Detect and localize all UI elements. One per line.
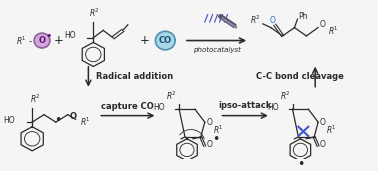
Text: O: O xyxy=(270,16,276,25)
Circle shape xyxy=(34,33,50,48)
Text: -: - xyxy=(29,37,32,46)
Text: $R^1$: $R^1$ xyxy=(16,34,27,47)
Text: O: O xyxy=(207,118,212,127)
Text: capture CO: capture CO xyxy=(101,102,154,111)
Text: $R^2$: $R^2$ xyxy=(280,89,291,102)
Text: Radical addition: Radical addition xyxy=(96,72,174,81)
Text: CO: CO xyxy=(159,36,172,45)
Text: •: • xyxy=(46,31,52,41)
Text: •: • xyxy=(297,158,304,171)
Text: HO: HO xyxy=(267,103,279,112)
Text: HO: HO xyxy=(154,103,165,112)
Text: O: O xyxy=(207,140,212,149)
Text: •: • xyxy=(212,133,219,146)
Text: •: • xyxy=(54,114,62,127)
Text: $R^2$: $R^2$ xyxy=(250,14,261,26)
Text: $R^1$: $R^1$ xyxy=(328,24,339,37)
Text: $R^1$: $R^1$ xyxy=(79,116,90,128)
Text: ipso-attack: ipso-attack xyxy=(218,101,272,110)
Text: O: O xyxy=(320,20,326,29)
Text: O: O xyxy=(39,36,45,45)
Text: $R^2$: $R^2$ xyxy=(30,93,41,106)
Text: +: + xyxy=(139,34,150,47)
Text: +: + xyxy=(54,34,64,47)
Text: O: O xyxy=(320,140,326,149)
Text: Ph: Ph xyxy=(298,12,308,21)
Text: photocatalyst: photocatalyst xyxy=(193,47,240,53)
Text: O: O xyxy=(320,118,326,127)
Text: $R^2$: $R^2$ xyxy=(166,89,177,102)
Text: $R^1$: $R^1$ xyxy=(213,123,223,136)
Text: HO: HO xyxy=(64,31,76,40)
Text: C-C bond cleavage: C-C bond cleavage xyxy=(256,72,344,81)
Text: $R^1$: $R^1$ xyxy=(326,123,337,136)
Text: O: O xyxy=(70,112,77,121)
Text: $R^2$: $R^2$ xyxy=(89,7,100,19)
Circle shape xyxy=(155,31,175,50)
Text: HO: HO xyxy=(3,116,14,125)
